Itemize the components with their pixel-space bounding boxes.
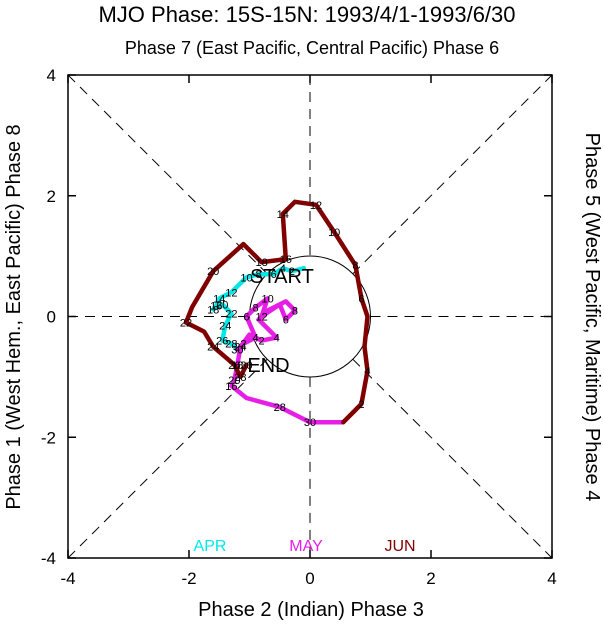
x-tick-label: -2	[181, 569, 196, 588]
chart-title: MJO Phase: 15S-15N: 1993/4/1-1993/6/30	[98, 2, 515, 27]
series-line-jun	[183, 199, 370, 425]
day-label: 20	[216, 299, 228, 311]
day-label: 8	[292, 305, 298, 317]
day-label: 8	[256, 269, 262, 281]
day-label: 12	[310, 200, 322, 212]
series-layer	[183, 199, 370, 425]
x-tick-label: 4	[547, 569, 556, 588]
day-label: 16	[225, 381, 237, 393]
x-tick-label: -4	[60, 569, 75, 588]
day-label: 16	[210, 301, 222, 313]
day-label: 4	[274, 333, 280, 345]
x-tick-label: 0	[305, 569, 314, 588]
y-axis-label-left: Phase 1 (West Hem., East Pacific) Phase …	[3, 124, 25, 509]
y-axis-label-right: Phase 5 (West Pacific, Maritime) Phase 4	[581, 133, 603, 502]
day-label: 4	[280, 263, 286, 275]
day-label: 12	[225, 287, 237, 299]
day-label: 10	[328, 227, 340, 239]
day-label: 18	[207, 304, 219, 316]
y-tick-label: -4	[41, 549, 56, 568]
day-label: 2	[358, 399, 364, 411]
day-label: 30	[240, 360, 252, 372]
day-label: 28	[225, 339, 237, 351]
day-label: 10	[262, 293, 274, 305]
day-label: 2	[289, 266, 295, 278]
day-label: 22	[180, 318, 192, 330]
day-label: 2	[259, 336, 265, 348]
day-label: 14	[213, 293, 225, 305]
day-label: 24	[234, 342, 246, 354]
day-label: 20	[228, 375, 240, 387]
day-label: 4	[364, 366, 370, 378]
day-label: 8	[252, 302, 258, 314]
y-tick-label: -2	[41, 428, 56, 447]
day-label: 28	[234, 372, 246, 384]
day-label: 8	[352, 260, 358, 272]
guide-lines	[67, 74, 553, 559]
chart-subtitle: Phase 7 (East Pacific, Central Pacific) …	[125, 38, 499, 58]
day-label: 26	[216, 336, 228, 348]
y-tick-label: 4	[47, 66, 56, 85]
day-label: 24	[207, 342, 219, 354]
diagonal-guide	[67, 74, 268, 275]
day-label: 4	[252, 333, 258, 345]
day-label: 20	[207, 266, 219, 278]
legend: APR MAY JUN	[194, 538, 416, 555]
day-label: 10	[240, 272, 252, 284]
day-label: 30	[304, 417, 316, 429]
day-label: 14	[277, 209, 289, 221]
annotations-layer: START END	[247, 266, 313, 377]
diagonal-guide	[352, 74, 553, 275]
day-label: 6	[283, 315, 289, 327]
day-label: 16	[280, 254, 292, 266]
day-label: 6	[243, 312, 249, 324]
day-label: 26	[228, 360, 240, 372]
series-line-may	[229, 296, 346, 425]
day-label: 18	[255, 257, 267, 269]
y-tick-label: 2	[47, 187, 56, 206]
day-label: 22	[225, 308, 237, 320]
day-label: 18	[231, 360, 243, 372]
x-tick-label: 2	[426, 569, 435, 588]
day-label: 24	[219, 321, 231, 333]
legend-item-apr: APR	[194, 538, 227, 555]
series-line-apr	[210, 265, 307, 352]
x-axis-label: Phase 2 (Indian) Phase 3	[198, 599, 424, 621]
day-label: 6	[358, 293, 364, 305]
day-label: 28	[274, 402, 286, 414]
day-label: 12	[255, 312, 267, 324]
day-label: 30	[231, 345, 243, 357]
y-tick-label: 0	[47, 308, 56, 327]
diagonal-guide	[67, 358, 268, 559]
day-label: 6	[271, 269, 277, 281]
diagonal-guide	[352, 358, 553, 559]
legend-item-jun: JUN	[384, 538, 415, 555]
start-annotation: START	[250, 266, 314, 288]
end-annotation: END	[247, 355, 289, 377]
legend-item-may: MAY	[289, 538, 323, 555]
day-label: 2	[240, 339, 246, 351]
